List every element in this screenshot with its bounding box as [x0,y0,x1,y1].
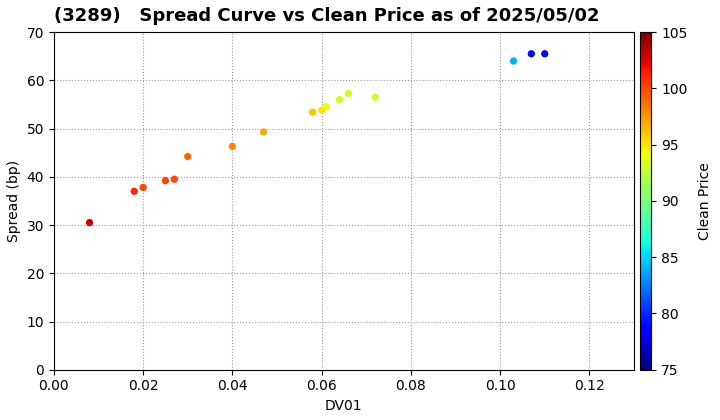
Text: (3289)   Spread Curve vs Clean Price as of 2025/05/02: (3289) Spread Curve vs Clean Price as of… [54,7,599,25]
Point [182,153,194,160]
Point [333,96,345,103]
Point [138,184,149,191]
Point [128,188,140,194]
Y-axis label: Clean Price: Clean Price [698,162,713,240]
Y-axis label: Spread (bp): Spread (bp) [7,160,21,242]
Point [168,176,180,183]
Point [508,58,519,64]
Point [369,94,381,100]
Point [160,177,171,184]
Point [316,107,328,113]
Point [84,219,95,226]
Point [526,50,537,57]
Point [258,129,269,135]
Point [227,143,238,150]
Point [307,109,318,116]
X-axis label: DV01: DV01 [325,399,363,413]
Point [343,90,354,97]
Point [539,50,551,57]
Point [320,103,332,110]
